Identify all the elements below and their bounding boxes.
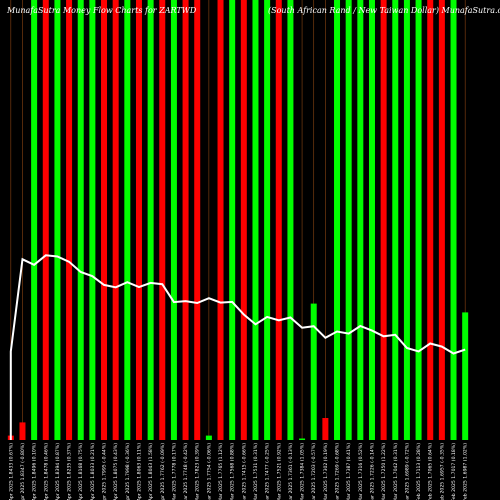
chart-title: MunafaSutra Money Flow Charts for ZARTWD (7, 6, 197, 15)
x-tick-label: Wed 02 Apr 2025 1.8043 (1.58%) (148, 443, 154, 500)
x-tick-label: Wed 05 Mar 2025 1.7250 (1.22%) (381, 443, 387, 500)
money-flow-bar (368, 0, 375, 440)
money-flow-bar (345, 0, 352, 440)
x-tick-label: Thu 27 Feb 2025 1.7065 (0.64%) (428, 443, 434, 500)
price-line (9, 254, 466, 440)
money-flow-bar (194, 0, 201, 440)
x-tick-label: Fri 04 Apr 2025 1.7998 (-0.36%) (125, 443, 131, 500)
money-flow-bar (380, 0, 387, 440)
x-tick-label: Tue 15 Apr 2025 1.8478 (0.46%) (43, 443, 49, 500)
money-flow-bar (450, 0, 457, 440)
money-flow-bar (264, 0, 271, 440)
x-tick-label: Thu 20 Mar 2025 1.7531 (0.31%) (253, 443, 259, 500)
money-flow-bar (252, 0, 259, 440)
x-tick-label: Mon 10 Mar 2025 1.7387 (0.41%) (346, 443, 352, 500)
money-flow-bar (392, 0, 399, 440)
x-tick-label: Fri 07 Mar 2025 1.7316 (0.52%) (358, 443, 364, 500)
x-tick-label: Mon 17 Mar 2025 1.7361 (-0.13%) (288, 443, 294, 500)
money-flow-bar (229, 0, 236, 440)
money-flow-bar (357, 0, 364, 440)
money-flow-bar (427, 0, 434, 440)
money-flow-bars (7, 0, 469, 440)
x-tick-label: Fri 11 Apr 2025 1.8235 (0.37%) (67, 443, 73, 500)
x-tick-label: Tue 11 Mar 2025 1.7269 (-0.68%) (335, 443, 341, 500)
chart-subtitle: (South African Rand / New Taiwan Dollar)… (268, 6, 500, 15)
x-tick-label: Wed 19 Mar 2025 1.7477 (-0.25%) (265, 443, 271, 500)
x-tick-label: Mon 07 Apr 2025 1.8075 (0.43%) (113, 443, 119, 500)
money-flow-bar (217, 0, 224, 440)
x-tick-label: Thu 13 Mar 2025 1.7203 (-0.57%) (311, 443, 317, 500)
money-flow-bar (322, 418, 329, 440)
money-flow-bar (170, 0, 177, 440)
x-tick-label: Mon 14 Apr 2025 1.8394 (0.87%) (55, 443, 61, 500)
x-tick-label: Thu 03 Apr 2025 1.8063 (0.11%) (136, 443, 142, 500)
x-tick-label: Tue 08 Apr 2025 1.7995 (-0.44%) (102, 443, 108, 500)
x-tick-label: Wed 12 Mar 2025 1.7302 (0.19%) (323, 443, 329, 500)
x-tick-label: Wed 26 Feb 2025 1.6957 (-0.35%) (439, 443, 445, 500)
x-tick-label: Tue 04 Mar 2025 1.7042 (0.31%) (393, 443, 399, 500)
money-flow-bar (66, 0, 73, 440)
x-tick-labels: Fri 18 Apr 2025 1.8433 (0.67%) Thu 17 Apr… (8, 443, 468, 500)
money-flow-bar (112, 0, 119, 440)
money-flow-bar (299, 438, 306, 440)
x-tick-label: Tue 25 Mar 2025 1.7765 (1.12%) (218, 443, 224, 500)
money-flow-bar (403, 0, 410, 440)
money-flow-bar (77, 0, 84, 440)
x-tick-label: Tue 25 Feb 2025 1.7017 (0.18%) (451, 443, 457, 500)
x-tick-label: Wed 09 Apr 2025 1.8033 (0.21%) (90, 443, 96, 500)
money-flow-bar (42, 0, 49, 440)
money-flow-bar (415, 0, 422, 440)
x-tick-label: Fri 14 Mar 2025 1.7384 (1.05%) (300, 443, 306, 500)
money-flow-bar (287, 0, 294, 440)
money-flow-bar (462, 312, 469, 440)
x-tick-label: Thu 06 Mar 2025 1.7226 (-0.14%) (369, 443, 375, 500)
money-flow-bar (310, 303, 317, 440)
money-flow-bar (159, 0, 166, 440)
money-flow-bar (147, 0, 154, 440)
money-flow-bar (205, 435, 212, 440)
money-flow-bar (54, 0, 61, 440)
x-tick-label: Thu 27 Mar 2025 1.7823 (0.39%) (195, 443, 201, 500)
x-tick-label: Mon 31 Mar 2025 1.7778 (0.17%) (171, 443, 177, 500)
money-flow-bar (240, 0, 247, 440)
x-tick-label: Mon 03 Mar 2025 1.6989 (-0.72%) (404, 443, 410, 500)
x-tick-label: Thu 10 Apr 2025 1.8168 (0.75%) (78, 443, 84, 500)
x-tick-label: Wed 26 Mar 2025 1.7754 (-0.06%) (206, 443, 212, 500)
money-flow-bar (19, 422, 26, 440)
x-tick-label: Mon 24 Mar 2025 1.7568 (0.88%) (230, 443, 236, 500)
money-flow-bar (438, 0, 445, 440)
x-tick-label: Wed 16 Apr 2025 1.8496 (0.10%) (32, 443, 38, 500)
x-tick-label: Tue 01 Apr 2025 1.7762 (-0.09%) (160, 443, 166, 500)
x-tick-label: Fri 18 Apr 2025 1.8433 (0.67%) (8, 443, 14, 500)
x-tick-label: Fri 28 Feb 2025 1.7113 (0.28%) (416, 443, 422, 500)
x-tick-label: Tue 18 Mar 2025 1.7521 (0.92%) (276, 443, 282, 500)
money-flow-bar (334, 0, 341, 440)
money-flow-bar (182, 0, 189, 440)
money-flow-bar (101, 0, 108, 440)
x-tick-label: Fri 28 Mar 2025 1.7748 (-0.42%) (183, 443, 189, 500)
x-tick-label: Fri 21 Mar 2025 1.7415 (-0.66%) (241, 443, 247, 500)
money-flow-bar (275, 0, 282, 440)
money-flow-bar (135, 0, 142, 440)
money-flow-bar (31, 0, 38, 440)
money-flow-bar (89, 0, 96, 440)
x-tick-label: Thu 17 Apr 2025 1.8347 (-0.80%) (20, 443, 26, 500)
money-flow-bar (124, 0, 131, 440)
x-tick-label: Mon 24 Feb 2025 1.6987 (1.02%) (463, 443, 469, 500)
